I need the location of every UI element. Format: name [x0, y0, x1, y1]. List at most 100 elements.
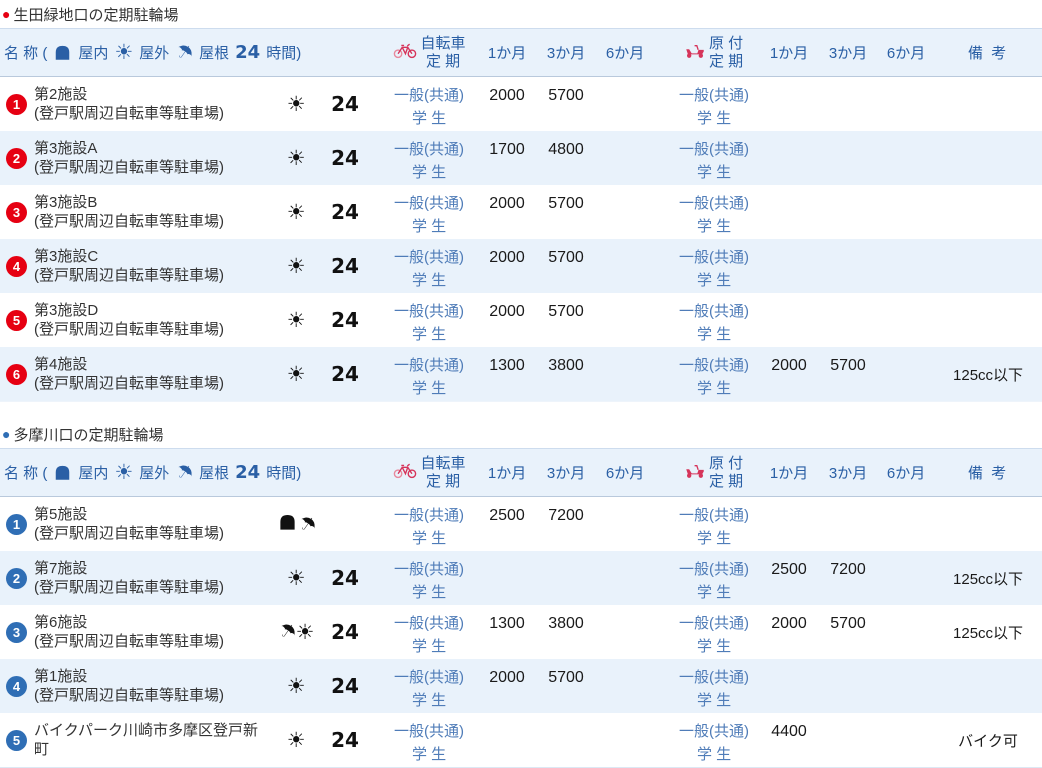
- moped-price-6mo: [878, 131, 934, 185]
- moped-fare-type: 一般(共通) 学 生: [668, 77, 760, 132]
- hours-24: [322, 497, 368, 552]
- remark: [934, 185, 1042, 239]
- moped-price-3mo: 7200: [830, 561, 866, 578]
- student-label: 学 生: [411, 746, 447, 763]
- row-number-badge: 1: [6, 513, 27, 535]
- student-label: 学 生: [411, 110, 447, 127]
- facility-subname: (登戸駅周辺自転車等駐車場): [34, 687, 224, 704]
- sun-icon: ☀: [114, 461, 134, 484]
- student-label: 学 生: [411, 380, 447, 397]
- row-number-badge: 4: [6, 675, 27, 697]
- bike-price-3mo: 4800: [548, 141, 584, 158]
- roof-label: 屋根: [199, 465, 230, 482]
- student-label: 学 生: [696, 746, 732, 763]
- general-label: 一般(共通): [679, 723, 750, 740]
- moped-price-1mo: [760, 659, 818, 713]
- student-label: 学 生: [696, 110, 732, 127]
- facility-name: 第6施設: [34, 614, 88, 631]
- general-label: 一般(共通): [679, 357, 750, 374]
- sun-icon: ☀: [295, 620, 315, 644]
- student-label: 学 生: [696, 530, 732, 547]
- moped-fare-type: 一般(共通) 学 生: [668, 293, 760, 347]
- moped-price-1mo: [760, 185, 818, 239]
- name-column-label: 名 称 (: [4, 45, 48, 62]
- remark: [934, 239, 1042, 293]
- moped-price-6mo: [878, 659, 934, 713]
- general-label: 一般(共通): [679, 87, 750, 104]
- general-label: 一般(共通): [394, 249, 465, 266]
- indoor-label: 屋内: [78, 45, 109, 62]
- moped-regular-label-line2: 定 期: [708, 52, 744, 70]
- table-row: 1 第2施設 (登戸駅周辺自転車等駐車場) ☀ 24 一般(共通) 学 生 2000…: [0, 76, 1042, 132]
- hours-24: 24: [331, 200, 359, 224]
- bike-price-1mo: 1300: [489, 357, 525, 374]
- hours-24: 24: [331, 728, 359, 752]
- facility-subname: (登戸駅周辺自転車等駐車場): [34, 525, 224, 542]
- moped-price-1mo: 2500: [771, 561, 807, 578]
- section-title-text: 生田緑地口の定期駐輪場: [13, 6, 179, 24]
- general-label: 一般(共通): [394, 669, 465, 686]
- sun-icon: ☀: [286, 92, 306, 116]
- table-row: 4 第1施設 (登戸駅周辺自転車等駐車場) ☀ 24 一般(共通) 学 生 2000…: [0, 659, 1042, 713]
- outdoor-label: 屋外: [139, 45, 170, 62]
- moped-price-6mo: [878, 77, 934, 132]
- general-label: 一般(共通): [679, 141, 750, 158]
- student-label: 学 生: [411, 326, 447, 343]
- bike-price-1mo: [478, 713, 536, 768]
- section-tamagawa: ● 多摩川口の定期駐輪場 名 称 ( 屋内 ☀ 屋外 ☂ 屋根 24 時間): [0, 424, 1042, 768]
- indoor-icon: [53, 464, 72, 482]
- bike-price-3mo: [536, 551, 596, 605]
- student-label: 学 生: [696, 272, 732, 289]
- student-label: 学 生: [411, 272, 447, 289]
- moped-icon: [685, 462, 705, 483]
- moped-icon: [685, 42, 705, 63]
- table-row: 4 第3施設C (登戸駅周辺自転車等駐車場) ☀ 24 一般(共通) 学 生 200…: [0, 239, 1042, 293]
- table-row: 1 第5施設 (登戸駅周辺自転車等駐車場) ☂ 一般(共通) 学 生 2500 72…: [0, 496, 1042, 552]
- moped-fare-type: 一般(共通) 学 生: [668, 605, 760, 659]
- bike-fare-type: 一般(共通) 学 生: [380, 605, 478, 659]
- hours-24: 24: [331, 566, 359, 590]
- remark: [934, 131, 1042, 185]
- moped-price-6mo: [878, 347, 934, 402]
- moped-fare-type: 一般(共通) 学 生: [668, 239, 760, 293]
- moped-fare-type: 一般(共通) 学 生: [668, 185, 760, 239]
- student-label: 学 生: [696, 218, 732, 235]
- moped-price-3mo: [818, 185, 878, 239]
- facility-name: 第2施設: [34, 86, 88, 103]
- moped-price-6mo: [878, 605, 934, 659]
- bike-price-6mo: [596, 131, 654, 185]
- bike-price-1mo: 2500: [489, 507, 525, 524]
- moped-price-1mo: [760, 497, 818, 552]
- moped-fare-type: 一般(共通) 学 生: [668, 551, 760, 605]
- general-label: 一般(共通): [394, 561, 465, 578]
- section-title-text: 多摩川口の定期駐輪場: [13, 426, 164, 444]
- moped-price-6mo: [878, 185, 934, 239]
- umbrella-icon: ☂: [170, 38, 198, 67]
- bike-price-3mo: 5700: [548, 303, 584, 320]
- moped-price-1mo: 2000: [771, 615, 807, 632]
- general-label: 一般(共通): [679, 669, 750, 686]
- remark: [934, 77, 1042, 132]
- moped-price-3mo: [818, 131, 878, 185]
- bike-fare-type: 一般(共通) 学 生: [380, 497, 478, 552]
- col-bike-3month: 3か月: [546, 465, 586, 482]
- hours-24: 24: [331, 620, 359, 644]
- row-number-badge: 4: [6, 255, 27, 277]
- moped-price-3mo: [818, 497, 878, 552]
- bike-price-1mo: 2000: [489, 249, 525, 266]
- remark: [934, 497, 1042, 552]
- moped-price-1mo: [760, 239, 818, 293]
- moped-price-3mo: 5700: [830, 615, 866, 632]
- remark: バイク可: [958, 732, 1018, 750]
- indoor-label: 屋内: [78, 465, 109, 482]
- bike-price-6mo: [596, 713, 654, 768]
- remark: [934, 293, 1042, 347]
- facility-name: バイクパーク川崎市多摩区登戸新町: [34, 722, 258, 758]
- table-header-row: 名 称 ( 屋内 ☀ 屋外 ☂ 屋根 24 時間) 自転車 定 期: [0, 28, 1042, 77]
- bike-fare-type: 一般(共通) 学 生: [380, 185, 478, 239]
- hours-24: 24: [331, 254, 359, 278]
- roof-label: 屋根: [199, 45, 230, 62]
- col-moped-1month: 1か月: [769, 45, 809, 62]
- bike-price-1mo: 1700: [489, 141, 525, 158]
- sun-icon: ☀: [286, 362, 306, 386]
